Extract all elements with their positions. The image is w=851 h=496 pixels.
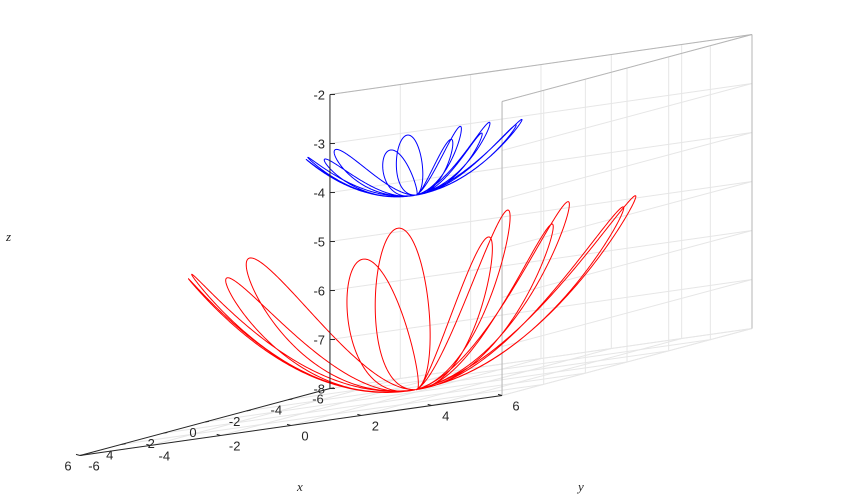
back-wall-gridline <box>329 328 753 390</box>
y-tick-mark <box>75 453 81 456</box>
y-tick-mark <box>146 443 151 446</box>
floor-gridline <box>290 358 542 426</box>
floor-gridline <box>361 348 612 416</box>
side-wall-gridline <box>501 132 753 200</box>
x-tick-mark <box>329 387 335 390</box>
side-wall-gridline <box>501 328 753 396</box>
y-tick-label: 0 <box>301 429 308 444</box>
y-tick-label: 6 <box>512 399 519 414</box>
z-tick-label: -8 <box>313 382 325 397</box>
x-axis-label: x <box>296 479 303 494</box>
side-wall-gridline <box>501 83 753 151</box>
y-axis-label: y <box>576 479 584 494</box>
x-tick-mark <box>204 420 210 423</box>
side-wall-gridline <box>501 230 753 298</box>
x-tick-mark <box>121 443 126 445</box>
box-edge <box>329 34 753 96</box>
x-tick-label: 4 <box>106 447 113 462</box>
series-2-curve <box>188 195 637 393</box>
back-wall-gridline <box>329 230 753 292</box>
y-tick-mark <box>216 433 221 436</box>
back-wall-gridline <box>329 132 753 194</box>
floor-gridline <box>431 338 682 406</box>
series-1-curve <box>305 118 523 198</box>
x-tick-mark <box>163 432 168 434</box>
z-axis-label: z <box>5 229 11 244</box>
grid <box>79 34 753 456</box>
axes <box>75 94 503 456</box>
x-tick-label: -4 <box>271 403 283 418</box>
z-tick-label: -4 <box>313 186 325 201</box>
floor-gridline <box>220 368 471 436</box>
side-wall-gridline <box>501 279 753 347</box>
y-tick-mark <box>427 403 432 406</box>
x-tick-label: 2 <box>148 436 155 451</box>
y-tick-label: 2 <box>372 419 379 434</box>
y-tick-mark <box>286 423 292 426</box>
z-tick-label: -2 <box>313 88 325 103</box>
x-tick-label: -2 <box>229 414 241 429</box>
y-tick-mark <box>497 393 503 396</box>
x-tick-mark <box>288 398 293 401</box>
x-tick-label: 0 <box>189 425 196 440</box>
x-tick-mark <box>246 409 251 412</box>
x-tick-label: 6 <box>64 459 71 474</box>
back-wall-gridline <box>329 83 753 145</box>
y-tick-mark <box>357 413 362 416</box>
y-tick-label: -4 <box>159 449 171 464</box>
z-tick-label: -7 <box>313 333 325 348</box>
box-edge <box>501 34 753 102</box>
back-wall-gridline <box>329 181 753 243</box>
x-tick-label: -6 <box>312 392 324 407</box>
z-tick-label: -6 <box>313 284 325 299</box>
z-tick-label: -3 <box>313 137 325 152</box>
y-tick-label: -6 <box>88 459 100 474</box>
y-tick-label: 4 <box>442 409 449 424</box>
z-tick-label: -5 <box>313 235 325 250</box>
series-layer <box>188 118 637 393</box>
y-tick-label: -2 <box>229 439 241 454</box>
back-wall-gridline <box>329 279 753 341</box>
x-tick-mark <box>79 454 85 456</box>
